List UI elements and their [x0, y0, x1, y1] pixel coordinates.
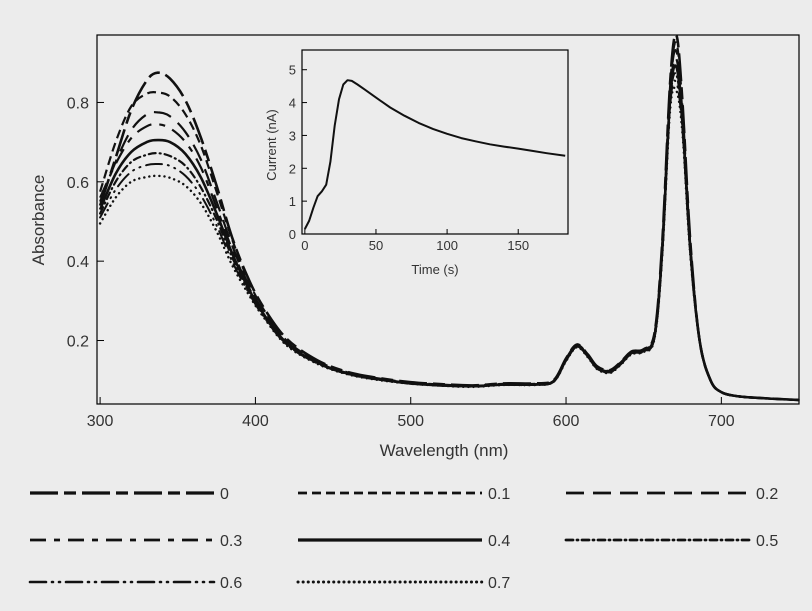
legend-label: 0.4: [488, 533, 510, 550]
inset-y-tick-label: 4: [289, 96, 296, 111]
inset-y-tick-label: 2: [289, 161, 296, 176]
inset-y-axis-label: Current (nA): [264, 109, 279, 181]
inset-x-tick-label: 100: [436, 238, 458, 253]
inset-y-tick-label: 0: [289, 227, 296, 242]
inset-y-tick-label: 3: [289, 128, 296, 143]
legend-item-0: 0: [30, 486, 229, 503]
inset-current-line: [303, 79, 566, 230]
legend-item-0.7: 0.7: [296, 575, 510, 592]
legend: 0 0.1 0.2 0.3 0.4 0.5 0.6 0.7: [28, 486, 778, 592]
main-y-tick-label: 0.2: [67, 334, 89, 351]
main-x-tick-label: 500: [397, 413, 424, 430]
inset-y-tick-label: 5: [289, 63, 296, 78]
main-y-axis-label: Absorbance: [29, 175, 48, 266]
main-y-tick-label: 0.4: [67, 254, 89, 271]
legend-item-0.2: 0.2: [566, 486, 778, 503]
inset-plot-frame: [301, 49, 569, 235]
legend-label: 0.1: [488, 486, 510, 503]
legend-item-0.4: 0.4: [298, 533, 510, 550]
main-y-tick-label: 0.8: [67, 95, 89, 112]
legend-label: 0.3: [220, 533, 242, 550]
inset-y-tick-label: 1: [289, 194, 296, 209]
legend-item-0.6: 0.6: [28, 575, 242, 592]
inset-x-tick-label: 0: [301, 238, 308, 253]
legend-item-0.3: 0.3: [30, 533, 242, 550]
main-y-tick-label: 0.6: [67, 175, 89, 192]
legend-label: 0.6: [220, 575, 242, 592]
main-x-tick-label: 300: [87, 413, 114, 430]
main-x-tick-label: 400: [242, 413, 269, 430]
main-x-tick-label: 700: [708, 413, 735, 430]
main-x-tick-label: 600: [553, 413, 580, 430]
legend-item-0.1: 0.1: [298, 486, 510, 503]
legend-label: 0.5: [756, 533, 778, 550]
inset-x-tick-label: 150: [507, 238, 529, 253]
inset-x-tick-label: 50: [369, 238, 383, 253]
legend-label: 0.2: [756, 486, 778, 503]
legend-item-0.5: 0.5: [564, 533, 778, 550]
main-x-axis-label: Wavelength (nm): [380, 441, 509, 460]
legend-label: 0.7: [488, 575, 510, 592]
series-line-0.7: [98, 86, 801, 402]
legend-label: 0: [220, 486, 229, 503]
inset-x-axis-label: Time (s): [411, 262, 458, 277]
